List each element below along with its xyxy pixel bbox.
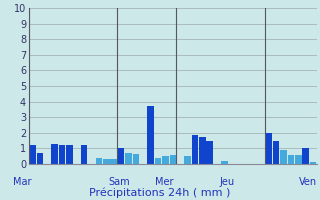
Text: Jeu: Jeu — [219, 177, 234, 187]
Bar — [155, 158, 161, 164]
Bar — [280, 150, 287, 164]
Bar — [192, 135, 198, 164]
Bar — [206, 141, 213, 164]
Text: Mar: Mar — [13, 177, 31, 187]
Bar — [81, 145, 87, 164]
Text: Ven: Ven — [299, 177, 317, 187]
Bar — [170, 155, 176, 164]
Bar — [52, 144, 58, 164]
Bar — [295, 155, 301, 164]
Bar — [266, 133, 272, 164]
Bar — [273, 141, 279, 164]
Bar — [103, 159, 109, 164]
Bar — [302, 148, 309, 164]
Bar — [118, 148, 124, 164]
Text: Précipitations 24h ( mm ): Précipitations 24h ( mm ) — [89, 188, 231, 198]
Bar — [110, 159, 117, 164]
Bar — [288, 155, 294, 164]
Bar — [29, 145, 36, 164]
Bar — [221, 161, 228, 164]
Bar — [310, 162, 316, 164]
Bar — [199, 137, 205, 164]
Bar — [36, 153, 43, 164]
Bar — [66, 145, 73, 164]
Bar — [162, 156, 169, 164]
Bar — [148, 106, 154, 164]
Text: Mer: Mer — [155, 177, 174, 187]
Bar — [132, 154, 139, 164]
Text: Sam: Sam — [109, 177, 131, 187]
Bar — [96, 158, 102, 164]
Bar — [125, 153, 132, 164]
Bar — [184, 156, 191, 164]
Bar — [59, 145, 65, 164]
